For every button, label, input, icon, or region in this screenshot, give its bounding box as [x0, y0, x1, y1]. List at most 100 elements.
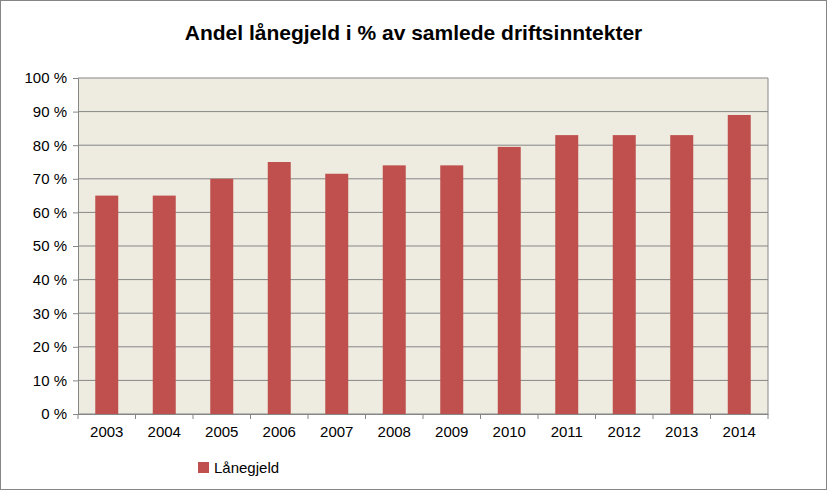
separator: [308, 414, 309, 419]
plot-frame: [768, 78, 769, 414]
tick-label: 2011: [551, 423, 583, 440]
separator: [653, 414, 654, 419]
tick-label: 2005: [205, 423, 238, 440]
tick-label: 20 %: [33, 338, 67, 355]
tick-label: 70 %: [33, 170, 67, 187]
bar: [153, 196, 176, 414]
bar: [498, 147, 521, 414]
separator: [78, 414, 79, 419]
tick-label: 2012: [608, 423, 641, 440]
tick: 2008: [378, 414, 411, 440]
tick-label: 90 %: [33, 103, 67, 120]
tick-label: 2006: [263, 423, 296, 440]
tick: 2012: [608, 414, 641, 440]
separator: [250, 414, 251, 419]
tick-mark: [73, 112, 78, 113]
tick: 20 %: [33, 338, 78, 355]
y-axis-line: [73, 79, 79, 415]
bar: [210, 179, 233, 414]
grid-line: [78, 279, 768, 280]
tick-label: 60 %: [33, 204, 67, 221]
tick: 2011: [551, 414, 583, 440]
tick-label: 2004: [148, 423, 181, 440]
legend-label: Lånegjeld: [214, 459, 279, 476]
separator: [710, 414, 711, 419]
chart-border: [1, 1, 827, 490]
tick-label: 2010: [493, 423, 526, 440]
tick-mark: [73, 145, 78, 146]
separator: [480, 414, 481, 419]
bar: [670, 135, 693, 414]
title: Andel lånegjeld i % av samlede driftsinn…: [185, 21, 642, 44]
separator: [135, 414, 136, 419]
x-separators: [78, 414, 768, 419]
plot-background: [78, 78, 768, 414]
legend: Lånegjeld: [198, 459, 279, 476]
tick-label: 2014: [723, 423, 756, 440]
grid-line: [78, 346, 768, 347]
tick: 2006: [263, 414, 296, 440]
tick: 50 %: [33, 237, 78, 254]
tick: 0 %: [41, 405, 78, 422]
chart: Andel lånegjeld i % av samlede driftsinn…: [0, 0, 827, 490]
separator: [193, 414, 194, 419]
tick-label: 80 %: [33, 137, 67, 154]
separator: [768, 414, 769, 419]
tick: 10 %: [33, 372, 78, 389]
grid-line: [78, 145, 768, 146]
tick-label: 2009: [435, 423, 468, 440]
grid-line: [78, 313, 768, 314]
bar: [383, 165, 406, 414]
plot: 0 % 10 % 20 % 30 % 40 % 50 % 60 % 70 % 80 % 90 % 1…: [24, 69, 768, 439]
tick-label: 2007: [320, 423, 353, 440]
tick: 100 %: [24, 69, 78, 86]
grid-line: [78, 111, 768, 112]
tick-mark: [73, 212, 78, 213]
tick: 2013: [665, 414, 698, 440]
tick: 2009: [435, 414, 468, 440]
bar: [440, 165, 463, 414]
tick: 30 %: [33, 305, 78, 322]
tick-label: 50 %: [33, 237, 67, 254]
grid-line: [78, 212, 768, 213]
tick: 80 %: [33, 137, 78, 154]
legend-item: Lånegjeld: [198, 459, 279, 476]
tick-label: 2008: [378, 423, 411, 440]
grid-line: [78, 380, 768, 381]
tick-label: 10 %: [33, 372, 67, 389]
grid-line: [78, 178, 768, 179]
bar: [555, 135, 578, 414]
tick-mark: [73, 414, 78, 415]
tick-mark: [73, 78, 78, 79]
bar: [268, 162, 291, 414]
bars: [95, 115, 751, 414]
legend-swatch: [198, 462, 209, 473]
tick: 2005: [205, 414, 238, 440]
x-axis: 2003 2004 2005 2006 2007 2008 2009 2010 2011 2012…: [79, 414, 769, 440]
tick: 2003: [90, 414, 123, 440]
bar: [613, 135, 636, 414]
separator: [423, 414, 424, 419]
tick-mark: [73, 347, 78, 348]
grid-line: [78, 78, 768, 79]
tick-label: 0 %: [41, 405, 67, 422]
bar: [728, 115, 751, 414]
tick-label: 2003: [90, 423, 123, 440]
tick: 2014: [723, 414, 756, 440]
tick-mark: [73, 280, 78, 281]
separator: [365, 414, 366, 419]
separator: [595, 414, 596, 419]
tick-mark: [73, 246, 78, 247]
separator: [538, 414, 539, 419]
tick-mark: [73, 313, 78, 314]
bar: [95, 196, 118, 414]
y-axis: 0 % 10 % 20 % 30 % 40 % 50 % 60 % 70 % 80 % 90 % 1…: [24, 69, 78, 422]
tick-label: 30 %: [33, 305, 67, 322]
bar: [325, 174, 348, 414]
tick-label: 100 %: [24, 69, 67, 86]
tick: 2007: [320, 414, 353, 440]
tick: 40 %: [33, 271, 78, 288]
tick: 2010: [493, 414, 526, 440]
tick-mark: [73, 380, 78, 381]
tick-mark: [73, 179, 78, 180]
